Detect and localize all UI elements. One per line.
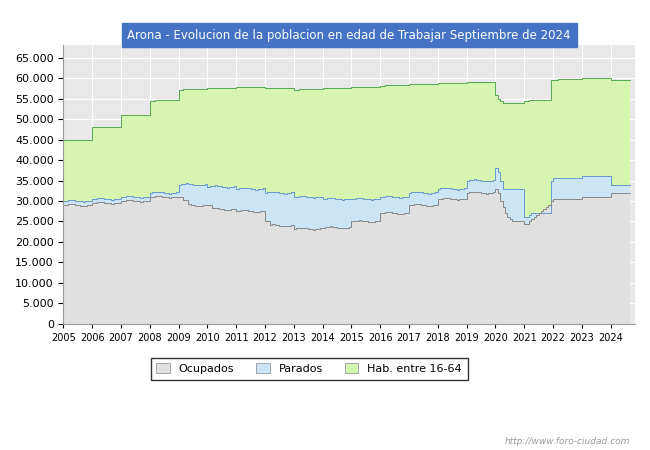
Legend: Ocupados, Parados, Hab. entre 16-64: Ocupados, Parados, Hab. entre 16-64 bbox=[151, 358, 467, 379]
Text: http://www.foro-ciudad.com: http://www.foro-ciudad.com bbox=[505, 436, 630, 446]
Title: Arona - Evolucion de la poblacion en edad de Trabajar Septiembre de 2024: Arona - Evolucion de la poblacion en eda… bbox=[127, 28, 571, 41]
